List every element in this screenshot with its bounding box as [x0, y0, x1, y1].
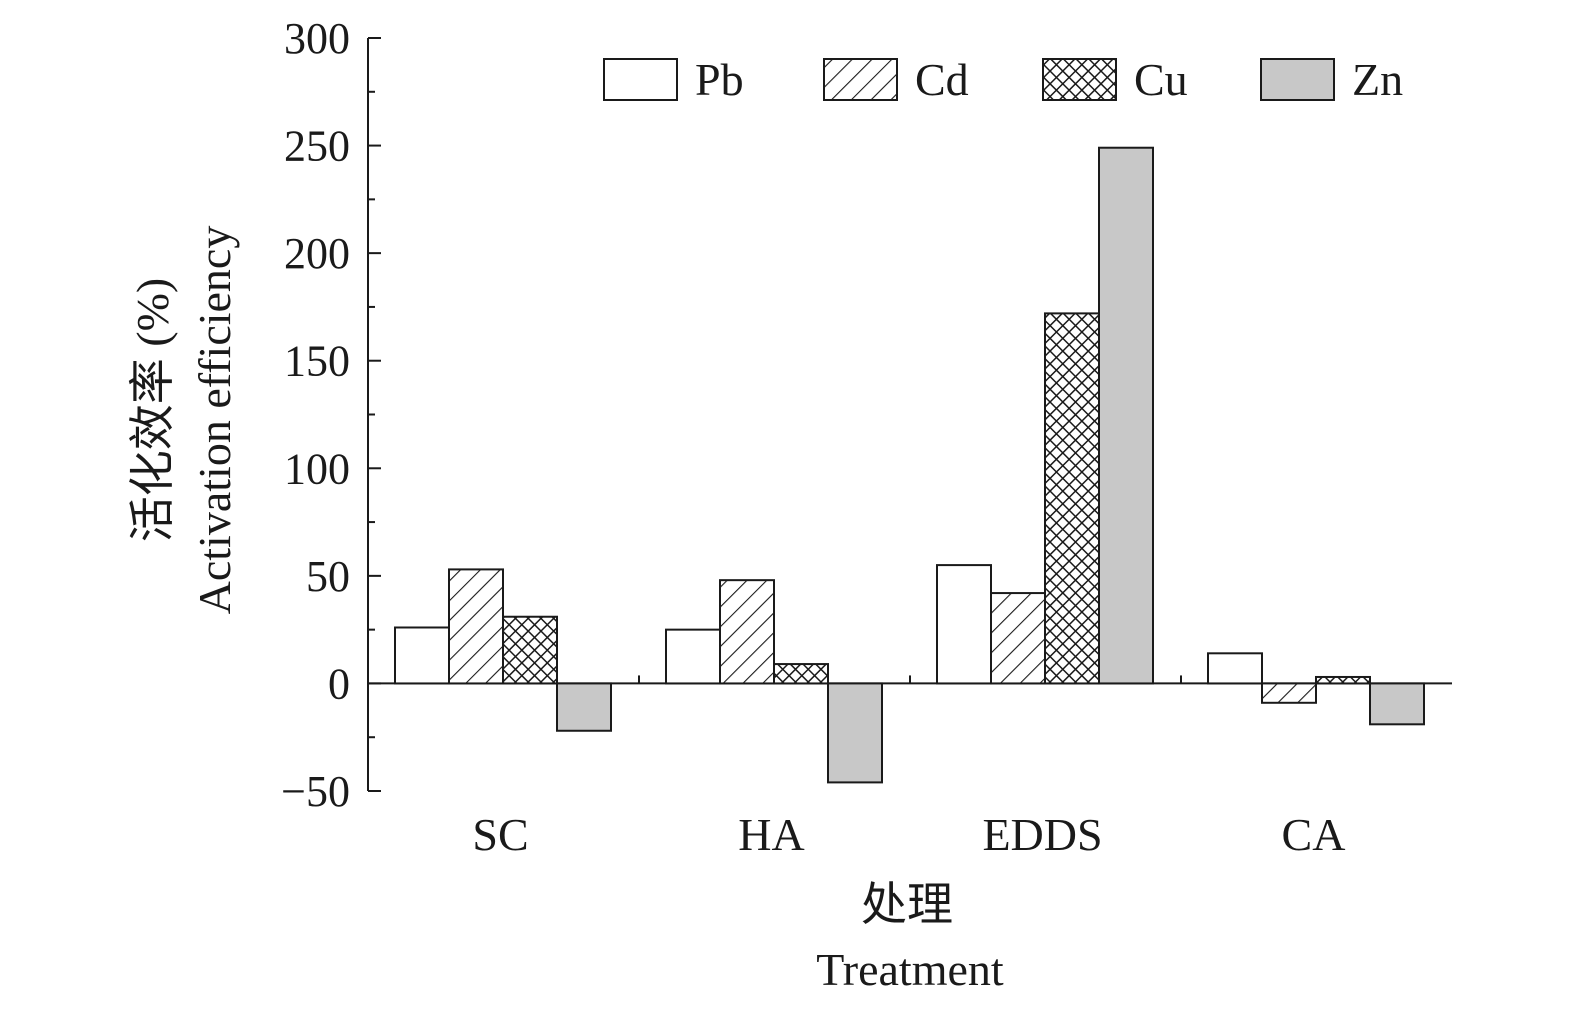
legend-swatch-cd — [823, 58, 898, 101]
x-category-label: CA — [1282, 809, 1346, 860]
legend-label-zn: Zn — [1352, 54, 1403, 105]
y-axis-title-en: Activation efficiency — [189, 226, 240, 615]
bar-zn-ca — [1369, 682, 1425, 726]
bar-cu-ha — [773, 663, 829, 685]
legend-swatch-zn — [1260, 58, 1335, 101]
bar-pb-ha — [665, 628, 721, 685]
bar-zn-edds — [1098, 146, 1154, 685]
bar-pb-ca — [1207, 652, 1263, 685]
y-tick-label: 200 — [284, 229, 350, 278]
y-tick-label: 150 — [284, 337, 350, 386]
bar-cu-edds — [1044, 312, 1100, 685]
legend-label-cd: Cd — [915, 54, 969, 105]
legend-swatch-cu — [1042, 58, 1117, 101]
bar-cu-ca — [1315, 675, 1371, 685]
x-category-label: HA — [738, 809, 804, 860]
bar-cd-edds — [990, 592, 1046, 685]
y-axis-title-cn: 活化效率 (%) — [127, 278, 178, 542]
legend-swatch-pb — [603, 58, 678, 101]
bar-pb-edds — [936, 564, 992, 685]
legend: Pb Cd Cu Zn — [603, 54, 1403, 105]
x-axis-title-en: Treatment — [816, 944, 1004, 995]
legend-label-cu: Cu — [1134, 54, 1188, 105]
bars — [394, 146, 1425, 784]
y-tick-label: 100 — [284, 444, 350, 493]
bar-cd-ha — [719, 579, 775, 685]
y-tick-label: 50 — [306, 552, 350, 601]
x-category-label: SC — [472, 809, 528, 860]
x-axis-title-cn: 处理 — [861, 879, 953, 930]
bar-cd-sc — [448, 568, 504, 685]
bar-cd-ca — [1261, 682, 1317, 704]
bar-cu-sc — [502, 615, 558, 685]
bar-zn-sc — [556, 682, 612, 732]
y-axis-ticks: −50 0 50 100 150 200 250 300 — [281, 14, 381, 816]
x-axis-categories: SC HA EDDS CA — [472, 809, 1345, 860]
y-tick-label: 250 — [284, 122, 350, 171]
bar-pb-sc — [394, 626, 450, 685]
x-category-label: EDDS — [982, 809, 1102, 860]
y-tick-label: 0 — [328, 659, 350, 708]
y-tick-label: −50 — [281, 767, 350, 816]
y-tick-label: 300 — [284, 14, 350, 63]
bar-zn-ha — [827, 682, 883, 784]
legend-label-pb: Pb — [695, 54, 744, 105]
